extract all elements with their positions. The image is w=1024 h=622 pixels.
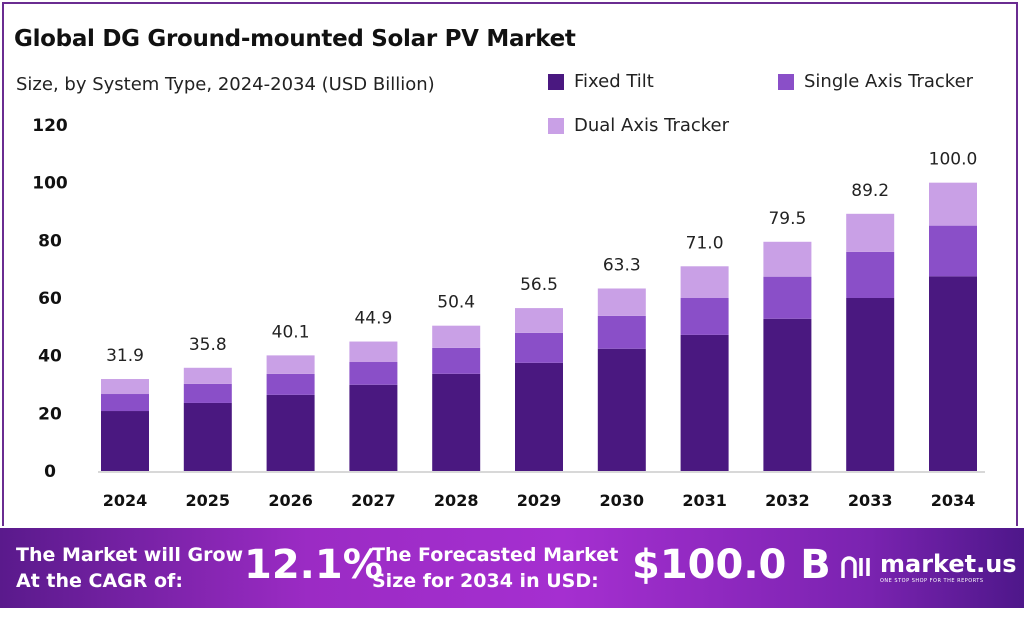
cagr-label: The Market will Grow At the CAGR of:	[16, 542, 243, 594]
legend-label: Fixed Tilt	[574, 71, 654, 92]
bar-segment-fixed-tilt	[597, 348, 646, 471]
bar-segment-dual-axis-tracker	[349, 341, 398, 363]
bar-segment-fixed-tilt	[266, 394, 315, 471]
bar-total-label: 50.4	[437, 293, 475, 313]
logo-icon	[841, 556, 870, 578]
bar-segment-dual-axis-tracker	[846, 213, 895, 252]
chart-title: Global DG Ground-mounted Solar PV Market	[14, 26, 576, 52]
footer-banner: The Market will Grow At the CAGR of: 12.…	[0, 528, 1024, 608]
x-tick-label: 2028	[434, 491, 479, 510]
bar-segment-single-axis-tracker	[183, 383, 232, 403]
bar-segment-single-axis-tracker	[680, 298, 729, 335]
logo-name: market.us	[880, 550, 1017, 578]
x-tick-label: 2032	[765, 491, 810, 510]
bar-segment-single-axis-tracker	[763, 276, 812, 319]
bar-total-label: 100.0	[929, 150, 978, 170]
bar-segment-fixed-tilt	[183, 402, 232, 471]
bar-segment-single-axis-tracker	[349, 362, 398, 385]
bar-segment-single-axis-tracker	[515, 332, 563, 363]
bar-segment-fixed-tilt	[763, 318, 812, 471]
chart-frame	[2, 2, 1018, 526]
bar-total-label: 44.9	[354, 309, 392, 329]
bar-segment-single-axis-tracker	[597, 315, 646, 349]
marketus-logo: market.us ONE STOP SHOP FOR THE REPORTS	[840, 550, 1017, 584]
bar-total-label: 35.8	[189, 335, 227, 355]
y-tick-label: 100	[32, 174, 68, 194]
x-tick-label: 2026	[268, 491, 313, 510]
legend-swatch	[548, 73, 564, 90]
legend-dual-axis: Dual Axis Tracker	[548, 115, 729, 136]
x-tick-label: 2029	[517, 491, 562, 510]
bar-segment-dual-axis-tracker	[929, 182, 977, 226]
y-tick-label: 120	[32, 116, 68, 136]
bar-segment-single-axis-tracker	[929, 225, 977, 277]
forecast-value: $100.0 B	[632, 542, 831, 588]
legend-swatch	[778, 73, 794, 90]
bar-total-label: 40.1	[272, 322, 310, 342]
bar-total-label: 63.3	[603, 255, 641, 275]
bar-segment-fixed-tilt	[929, 276, 977, 471]
bar-segment-dual-axis-tracker	[432, 325, 481, 348]
y-tick-label: 60	[38, 289, 62, 309]
legend-label: Dual Axis Tracker	[574, 115, 730, 136]
bar-segment-single-axis-tracker	[266, 373, 315, 395]
bar-chart: 0 20 40 60 80 100 120 31.9 2024 35.8 2025 40.1 2026 4…	[32, 116, 985, 510]
bar-segment-dual-axis-tracker	[266, 355, 315, 374]
bar-segment-single-axis-tracker	[101, 394, 149, 412]
bar-total-label: 31.9	[106, 346, 144, 366]
y-tick-label: 40	[38, 347, 62, 367]
bar-segment-single-axis-tracker	[846, 251, 895, 298]
bar-total-label: 71.0	[686, 233, 724, 253]
legend-fixed-tilt: Fixed Tilt	[548, 71, 654, 92]
chart-subtitle: Size, by System Type, 2024-2034 (USD Bil…	[16, 74, 435, 95]
legend-swatch	[548, 117, 564, 134]
logo-tagline: ONE STOP SHOP FOR THE REPORTS	[880, 578, 984, 584]
bar-segment-dual-axis-tracker	[515, 308, 563, 333]
x-tick-label: 2027	[351, 491, 396, 510]
bar-segment-fixed-tilt	[432, 373, 481, 471]
bar-segment-dual-axis-tracker	[763, 241, 812, 277]
legend-single-axis: Single Axis Tracker	[778, 71, 973, 92]
forecast-label-line2: Size for 2034 in USD:	[372, 570, 599, 592]
y-tick-label: 20	[38, 404, 62, 424]
bar-segment-dual-axis-tracker	[680, 266, 729, 298]
x-tick-label: 2025	[186, 491, 231, 510]
cagr-label-line1: The Market will Grow	[16, 544, 244, 566]
bar-segment-fixed-tilt	[101, 411, 149, 471]
legend-label: Single Axis Tracker	[804, 71, 974, 92]
bar-segment-dual-axis-tracker	[101, 379, 149, 395]
bar-segment-dual-axis-tracker	[597, 288, 646, 316]
x-tick-label: 2024	[103, 491, 148, 510]
bar-total-label: 56.5	[520, 275, 558, 295]
bar-segment-fixed-tilt	[846, 298, 895, 471]
bar-segment-fixed-tilt	[349, 384, 398, 471]
cagr-value: 12.1%	[244, 542, 383, 588]
bar-segment-fixed-tilt	[680, 334, 729, 471]
bar-total-label: 79.5	[768, 209, 806, 229]
x-tick-label: 2031	[682, 491, 727, 510]
forecast-label-line1: The Forecasted Market	[372, 544, 619, 566]
bar-segment-fixed-tilt	[515, 362, 563, 471]
x-tick-label: 2033	[848, 491, 893, 510]
x-tick-label: 2034	[931, 491, 976, 510]
y-tick-label: 0	[44, 462, 56, 482]
y-tick-label: 80	[38, 231, 62, 251]
x-tick-label: 2030	[600, 491, 645, 510]
cagr-label-line2: At the CAGR of:	[16, 570, 183, 592]
bar-segment-dual-axis-tracker	[183, 367, 232, 384]
forecast-label: The Forecasted Market Size for 2034 in U…	[372, 542, 618, 594]
bar-total-label: 89.2	[851, 181, 889, 201]
bar-segment-single-axis-tracker	[432, 347, 481, 374]
